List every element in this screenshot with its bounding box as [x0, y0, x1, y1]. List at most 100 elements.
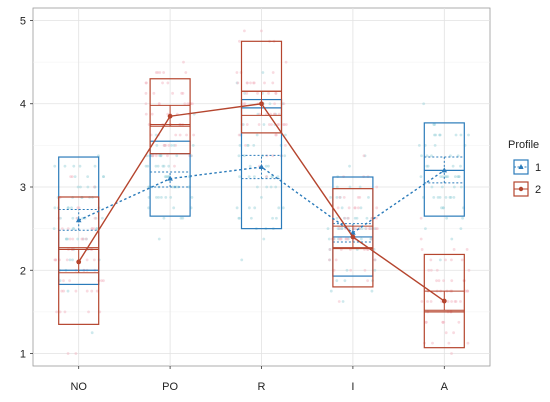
jitter-point [68, 237, 72, 241]
jitter-point [264, 112, 268, 116]
jitter-point [284, 133, 287, 137]
jitter-point [144, 164, 148, 168]
jitter-point [452, 185, 456, 189]
jitter-point [343, 279, 347, 283]
jitter-point [375, 206, 379, 210]
jitter-point [262, 123, 266, 126]
jitter-point [171, 91, 174, 95]
jitter-point [86, 185, 90, 189]
jitter-point [255, 185, 259, 189]
jitter-point [55, 310, 59, 314]
jitter-point [363, 268, 367, 272]
jitter-point [162, 71, 166, 74]
jitter-point [155, 196, 158, 199]
mean-marker-series-2-NO [76, 259, 82, 265]
jitter-point [172, 206, 176, 210]
jitter-point [329, 289, 333, 293]
jitter-point [175, 154, 179, 158]
jitter-point [277, 123, 281, 126]
jitter-point [457, 175, 461, 178]
jitter-point [150, 112, 154, 116]
jitter-point [264, 164, 268, 168]
jitter-point [429, 268, 433, 272]
jitter-point [178, 133, 182, 137]
jitter-point [154, 71, 158, 74]
jitter-point [268, 102, 272, 106]
jitter-point [242, 102, 246, 106]
jitter-point [274, 91, 278, 95]
jitter-point [157, 102, 161, 106]
jitter-point [74, 289, 78, 293]
jitter-point [93, 164, 97, 168]
jitter-point [261, 71, 265, 74]
jitter-point [252, 81, 256, 85]
jitter-point [240, 258, 244, 262]
jitter-point [262, 237, 266, 241]
jitter-point [452, 248, 456, 251]
jitter-point [162, 216, 166, 220]
jitter-point [434, 133, 438, 137]
jitter-point [166, 154, 169, 158]
jitter-point [267, 164, 270, 168]
jitter-point [450, 237, 454, 241]
jitter-point [274, 185, 278, 189]
jitter-point [71, 237, 75, 241]
jitter-point [364, 227, 368, 231]
jitter-point [158, 71, 162, 74]
jitter-point [63, 310, 67, 314]
y-tick-label-4: 4 [20, 99, 26, 111]
jitter-point [450, 258, 453, 262]
mean-marker-series-1-I [350, 229, 356, 235]
jitter-point [53, 164, 57, 168]
jitter-point [269, 185, 273, 189]
jitter-point [452, 331, 456, 335]
jitter-point [337, 300, 341, 303]
jitter-point [173, 164, 176, 168]
jitter-point [71, 227, 75, 231]
jitter-point [453, 300, 457, 303]
jitter-point [236, 81, 240, 85]
jitter-point [456, 154, 460, 158]
jitter-point [253, 175, 256, 178]
legend: Profile 1 2 [508, 139, 541, 197]
jitter-point [65, 258, 69, 262]
jitter-point [447, 341, 451, 345]
mean-line-series-1 [78, 166, 445, 234]
jitter-point [284, 123, 288, 126]
jitter-point [438, 258, 442, 262]
jitter-point [422, 102, 426, 106]
jitter-point [258, 112, 262, 116]
jitter-point [274, 133, 278, 137]
jitter-point [93, 216, 97, 220]
jitter-point [340, 227, 344, 231]
jitter-point [144, 91, 148, 95]
mean-marker-series-1-PO [167, 175, 173, 181]
jitter-point [276, 175, 280, 178]
jitter-point [450, 352, 453, 355]
jitter-point [426, 164, 430, 168]
jitter-point [328, 248, 332, 251]
jitter-point [257, 123, 261, 126]
box-series-2-PO [149, 78, 191, 155]
jitter-point [238, 175, 241, 178]
jitter-point [449, 154, 452, 158]
jitter-point [68, 279, 72, 283]
jitter-point [282, 102, 286, 106]
box-series-2-R [240, 40, 283, 134]
jitter-point [437, 279, 441, 283]
jitter-point [92, 185, 96, 189]
mean-marker-series-2-PO [167, 113, 173, 119]
jitter-point [159, 154, 163, 158]
mean-marker-series-1-R [258, 164, 265, 170]
jitter-point [247, 175, 251, 178]
jitter-point [154, 154, 158, 158]
jitter-point [459, 185, 463, 189]
jitter-point [85, 258, 89, 262]
mean-marker-series-1-NO [75, 217, 82, 223]
jitter-point [84, 237, 88, 241]
jitter-point [425, 154, 429, 158]
x-tick-label-I: I [351, 381, 354, 393]
jitter-point [370, 289, 374, 293]
jitter-point [328, 258, 331, 262]
